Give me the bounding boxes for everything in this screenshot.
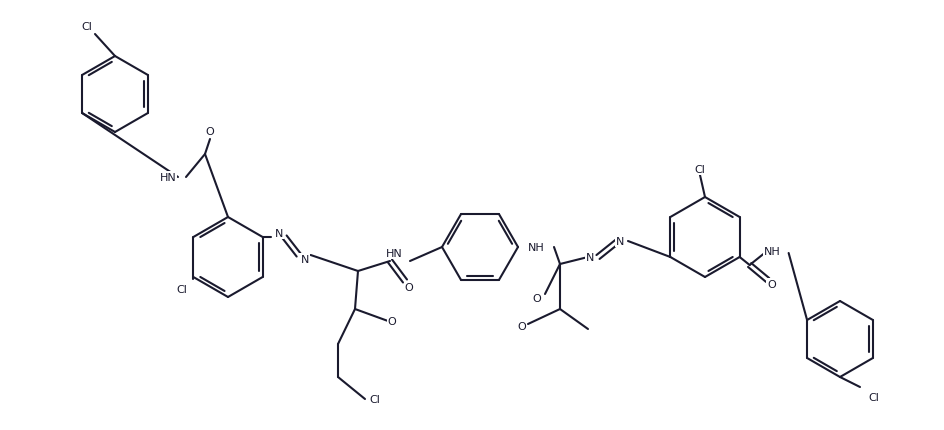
Text: NH: NH — [765, 246, 781, 256]
Text: Cl: Cl — [176, 284, 187, 294]
Text: N: N — [275, 228, 283, 239]
Text: O: O — [532, 293, 541, 303]
Text: N: N — [586, 252, 594, 262]
Text: O: O — [767, 280, 776, 289]
Text: N: N — [615, 237, 624, 246]
Text: N: N — [300, 255, 309, 264]
Text: Cl: Cl — [695, 165, 705, 175]
Text: O: O — [388, 316, 396, 326]
Text: O: O — [517, 321, 527, 331]
Text: HN: HN — [386, 249, 402, 258]
Text: HN: HN — [160, 172, 177, 183]
Text: O: O — [405, 283, 413, 292]
Text: Cl: Cl — [868, 392, 880, 402]
Text: Cl: Cl — [369, 394, 380, 404]
Text: NH: NH — [528, 243, 545, 252]
Text: O: O — [206, 127, 214, 137]
Text: Cl: Cl — [81, 22, 93, 32]
